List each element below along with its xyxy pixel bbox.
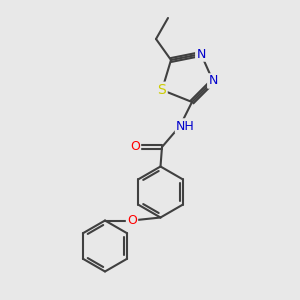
Text: O: O [127,214,137,227]
Text: N: N [196,47,206,61]
Text: S: S [158,83,166,97]
Text: NH: NH [176,119,195,133]
Text: N: N [208,74,218,88]
Text: O: O [130,140,140,154]
